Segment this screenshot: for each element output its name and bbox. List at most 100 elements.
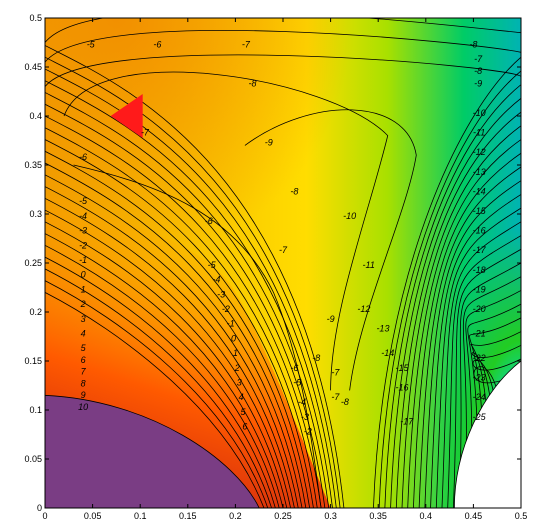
contour-label: 0 bbox=[81, 270, 86, 280]
contour-label: -7 bbox=[474, 54, 483, 64]
contour-label: -4 bbox=[79, 211, 87, 221]
contour-label: 2 bbox=[80, 299, 86, 309]
contour-line bbox=[73, 164, 322, 508]
y-tick-label: 0.5 bbox=[29, 13, 42, 23]
contour-line bbox=[45, 186, 299, 508]
contour-label: -3 bbox=[217, 289, 225, 299]
contour-label: -9 bbox=[265, 137, 273, 147]
x-tick-label: 0.2 bbox=[229, 511, 242, 521]
contour-line bbox=[465, 290, 521, 508]
contour-line bbox=[45, 56, 341, 508]
contour-label: -11 bbox=[473, 128, 485, 138]
contour-label: -1 bbox=[79, 255, 87, 265]
contour-line bbox=[244, 109, 417, 391]
y-tick-label: 0.45 bbox=[24, 62, 42, 72]
contour-label: -5 bbox=[87, 39, 96, 49]
contour-line bbox=[395, 111, 521, 508]
contour-line bbox=[45, 115, 322, 508]
y-tick-label: 0.25 bbox=[24, 258, 42, 268]
contour-line bbox=[45, 174, 303, 508]
contour-label: 1 bbox=[233, 348, 238, 358]
marker-triangle bbox=[110, 94, 143, 138]
contour-label: -8 bbox=[312, 353, 320, 363]
contour-label: -9 bbox=[474, 79, 482, 89]
contour-line bbox=[447, 235, 521, 508]
contour-label: -6 bbox=[205, 216, 213, 226]
contour-label: -12 bbox=[473, 147, 486, 157]
contour-label: -12 bbox=[357, 304, 370, 314]
contour-line bbox=[424, 180, 521, 508]
contour-label: -8 bbox=[341, 397, 349, 407]
contour-line bbox=[45, 268, 272, 508]
contour-line bbox=[45, 256, 276, 508]
contour-line bbox=[401, 125, 521, 508]
contour-line bbox=[430, 194, 521, 508]
contour-line bbox=[458, 262, 521, 508]
contour-label: 5 bbox=[241, 407, 247, 417]
x-tick-label: 0.25 bbox=[274, 511, 292, 521]
contour-label: -8 bbox=[249, 79, 257, 89]
contour-label: -17 bbox=[473, 245, 487, 255]
contour-line bbox=[45, 54, 521, 87]
y-tick-label: 0.05 bbox=[24, 454, 42, 464]
contour-line bbox=[378, 70, 521, 508]
contour-line bbox=[45, 127, 318, 508]
contour-label: -6 bbox=[153, 39, 161, 49]
x-tick-label: 0.45 bbox=[465, 511, 483, 521]
contour-label: -10 bbox=[473, 108, 486, 118]
contour-label: -15 bbox=[473, 206, 487, 216]
contour-line bbox=[45, 18, 521, 43]
contour-label: -16 bbox=[473, 226, 486, 236]
y-tick-label: 0.1 bbox=[29, 405, 42, 415]
contour-label: 9 bbox=[81, 390, 86, 400]
contour-line bbox=[45, 162, 307, 508]
contour-label: 4 bbox=[239, 392, 244, 402]
contour-line bbox=[441, 221, 521, 508]
contour-label: -3 bbox=[79, 226, 87, 236]
contour-label: -13 bbox=[473, 167, 486, 177]
y-tick-label: 0.35 bbox=[24, 160, 42, 170]
contour-label: -14 bbox=[473, 186, 486, 196]
contour-label: -7 bbox=[242, 39, 251, 49]
contour-line bbox=[63, 71, 389, 391]
contour-label: -17 bbox=[400, 417, 414, 427]
contour-label: -20 bbox=[473, 304, 486, 314]
contour-label: -10 bbox=[343, 211, 356, 221]
contour-line bbox=[384, 84, 521, 508]
contour-label: -7 bbox=[331, 392, 340, 402]
contour-label: -6 bbox=[290, 363, 298, 373]
contour-line bbox=[45, 68, 337, 508]
contour-line bbox=[45, 221, 288, 508]
contour-label: 10 bbox=[78, 402, 88, 412]
contour-label: -18 bbox=[473, 265, 486, 275]
contour-label: 1 bbox=[81, 284, 86, 294]
y-tick-label: 0.15 bbox=[24, 356, 42, 366]
contour-label: -7 bbox=[141, 128, 150, 138]
contour-label: -21 bbox=[473, 329, 486, 339]
contour-label: 6 bbox=[242, 422, 247, 432]
y-tick-label: 0.2 bbox=[29, 307, 42, 317]
contour-label: -8 bbox=[474, 66, 482, 76]
contour-label: -2 bbox=[304, 427, 312, 437]
contour-label: -6 bbox=[79, 152, 87, 162]
contour-label: -1 bbox=[227, 319, 235, 329]
contour-label: -5 bbox=[79, 196, 88, 206]
contour-label: -3 bbox=[301, 412, 309, 422]
low-region bbox=[45, 394, 260, 508]
x-tick-label: 0.05 bbox=[84, 511, 102, 521]
contour-label: -16 bbox=[395, 382, 408, 392]
y-tick-label: 0.4 bbox=[29, 111, 42, 121]
contour-line bbox=[418, 166, 521, 508]
contour-label: 3 bbox=[81, 314, 86, 324]
contour-label: 7 bbox=[81, 367, 87, 377]
contour-line bbox=[462, 276, 521, 508]
y-tick-label: 0.3 bbox=[29, 209, 42, 219]
contour-line bbox=[45, 209, 292, 508]
contour-line bbox=[435, 207, 521, 508]
x-tick-label: 0.5 bbox=[515, 511, 528, 521]
contour-label: 8 bbox=[81, 378, 86, 388]
contour-label: 2 bbox=[234, 363, 240, 373]
x-tick-label: 0.4 bbox=[420, 511, 433, 521]
contour-label: -2 bbox=[79, 240, 87, 250]
